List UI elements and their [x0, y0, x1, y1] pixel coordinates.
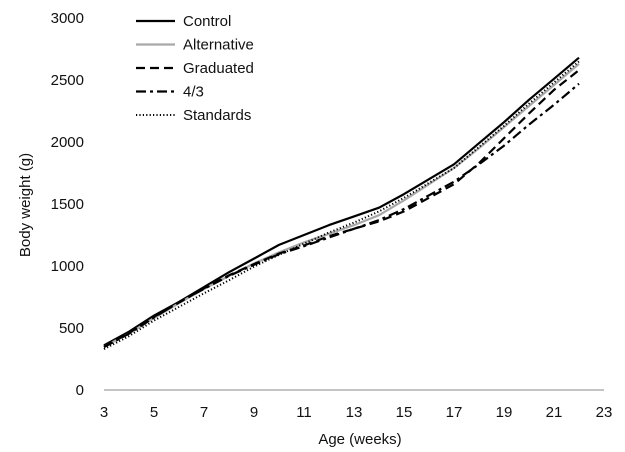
- y-tick-labels: 0 500 1000 1500 2000 2500 3000: [51, 10, 84, 399]
- x-tick-label: 9: [250, 404, 258, 421]
- y-tick-label: 2000: [51, 134, 84, 151]
- legend-label-4-3: 4/3: [183, 84, 204, 101]
- x-tick-label: 19: [496, 404, 513, 421]
- x-tick-label: 11: [296, 404, 312, 421]
- x-tick-label: 7: [200, 404, 208, 421]
- series-line-alternative: [103, 63, 580, 348]
- x-tick-label: 21: [546, 404, 563, 421]
- series-layer: [103, 56, 580, 350]
- y-tick-label: 1000: [51, 258, 84, 275]
- x-tick-label: 5: [150, 404, 158, 421]
- x-tick-labels: 3 5 7 9 11 13 15 17 19 21 23: [100, 404, 613, 421]
- legend-label-graduated: Graduated: [183, 60, 254, 77]
- legend-label-control: Control: [183, 13, 231, 30]
- series-line-4-3: [103, 82, 580, 349]
- y-tick-label: 2500: [51, 72, 84, 89]
- x-tick-label: 17: [446, 404, 463, 421]
- y-tick-label: 500: [59, 320, 84, 337]
- series-line-control: [103, 56, 580, 347]
- legend: Control Alternative Graduated 4/3 Standards: [136, 13, 254, 124]
- y-axis-title: Body weight (g): [17, 153, 34, 257]
- legend-label-alternative: Alternative: [183, 37, 254, 54]
- x-tick-label: 15: [396, 404, 413, 421]
- legend-label-standards: Standards: [183, 107, 251, 124]
- x-tick-label: 3: [100, 404, 108, 421]
- y-tick-label: 3000: [51, 10, 84, 27]
- x-tick-label: 13: [346, 404, 363, 421]
- x-axis-title: Age (weeks): [318, 431, 401, 448]
- y-tick-label: 1500: [51, 196, 84, 213]
- x-tick-label: 23: [596, 404, 613, 421]
- y-tick-label: 0: [76, 382, 84, 399]
